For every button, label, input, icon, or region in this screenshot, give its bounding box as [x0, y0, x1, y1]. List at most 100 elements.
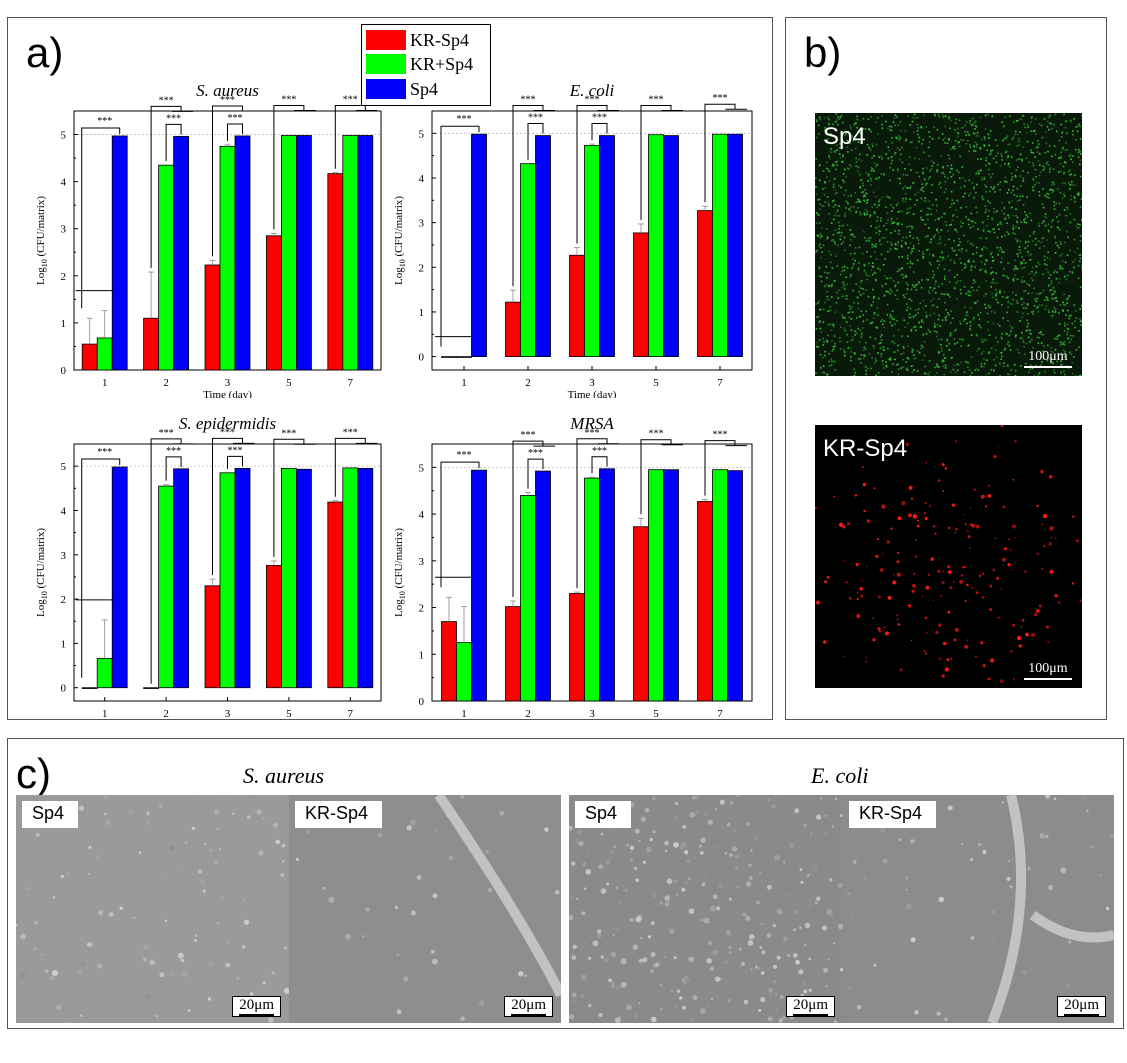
- fluorescence-dot: [1012, 278, 1015, 281]
- fluorescence-dot: [970, 124, 973, 127]
- fluorescence-dot: [1022, 339, 1024, 341]
- fluorescence-dot: [826, 176, 828, 178]
- sem-texture: [16, 795, 289, 1023]
- fluorescence-dot: [1009, 349, 1012, 351]
- fluorescence-dot: [1059, 265, 1061, 267]
- sem-feature: [659, 901, 663, 905]
- fluorescence-dot: [1003, 362, 1005, 364]
- fluorescence-dot: [1059, 341, 1062, 344]
- fluorescence-dot: [905, 197, 907, 200]
- fluorescence-dot: [877, 314, 880, 316]
- fluorescence-dot: [1058, 202, 1061, 205]
- fluorescence-dot: [838, 215, 841, 217]
- fluorescence-dot: [1036, 266, 1038, 268]
- fluorescence-dot: [982, 664, 986, 667]
- bar: [204, 585, 221, 689]
- fluorescence-dot: [913, 572, 916, 575]
- fluorescence-dot: [1073, 266, 1075, 269]
- fluorescence-dot: [842, 155, 844, 158]
- sem-feature: [812, 864, 819, 871]
- fluorescence-dot: [977, 314, 979, 316]
- fluorescence-dot: [929, 314, 931, 317]
- fluorescence-dot: [833, 360, 836, 363]
- fluorescence-dot: [970, 212, 973, 215]
- fluorescence-dot: [1070, 183, 1072, 186]
- fluorescence-dot: [1018, 144, 1020, 146]
- fluorescence-dot: [818, 300, 820, 303]
- sem-feature: [209, 849, 213, 852]
- fluorescence-dot: [885, 283, 887, 285]
- fluorescence-dot: [1052, 286, 1055, 289]
- fluorescence-dot: [1057, 226, 1059, 229]
- fluorescence-dot: [980, 255, 982, 257]
- sem-feature: [767, 884, 772, 890]
- fluorescence-dot: [901, 146, 903, 149]
- fluorescence-dot: [954, 129, 956, 131]
- fluorescence-dot: [946, 338, 949, 341]
- fluorescence-dot: [995, 272, 997, 274]
- fluorescence-dot: [967, 240, 969, 243]
- fluorescence-dot: [898, 256, 900, 258]
- fluorescence-dot: [1034, 168, 1037, 171]
- fluorescence-dot: [1046, 120, 1049, 123]
- fluorescence-dot: [930, 168, 933, 170]
- fluorescence-dot: [916, 370, 919, 372]
- fluorescence-dot: [896, 320, 898, 322]
- significance-bracket: [150, 438, 182, 684]
- fluorescence-dot: [1029, 341, 1031, 343]
- fluorescence-dot: [1044, 213, 1047, 216]
- fluorescence-dot: [953, 180, 956, 183]
- sem-feature: [133, 923, 137, 926]
- fluorescence-dot: [994, 364, 997, 367]
- fluorescence-dot: [1034, 156, 1036, 158]
- fluorescence-dot: [1056, 271, 1058, 274]
- fluorescence-dot: [853, 368, 856, 371]
- sem-feature: [60, 874, 64, 879]
- fluorescence-dot: [885, 361, 887, 363]
- fluorescence-dot: [879, 568, 884, 572]
- fluorescence-dot: [1001, 304, 1003, 306]
- y-tick-label: 4: [61, 177, 67, 189]
- fluorescence-dot: [1030, 151, 1033, 154]
- fluorescence-dot: [995, 282, 998, 284]
- bar: [357, 467, 374, 689]
- sem-feature: [727, 998, 731, 1003]
- fluorescence-dot: [960, 207, 962, 209]
- fluorescence-dot: [834, 342, 836, 345]
- sem-feature: [200, 879, 205, 885]
- fluorescence-dot: [818, 198, 821, 201]
- fluorescence-dot: [899, 137, 902, 139]
- fluorescence-dot: [877, 352, 879, 354]
- fluorescence-dot: [944, 467, 948, 470]
- fluorescence-dot: [1038, 194, 1041, 197]
- fluorescence-dot: [1037, 159, 1040, 162]
- fluorescence-dot: [1012, 524, 1016, 529]
- fluorescence-dot: [851, 135, 854, 137]
- fluorescence-dot: [900, 353, 903, 355]
- fluorescence-dot: [948, 342, 951, 345]
- fluorescence-dot: [969, 294, 972, 297]
- sem-feature: [88, 845, 92, 849]
- fluorescence-dot: [918, 351, 921, 354]
- fluorescence-dot: [1007, 216, 1010, 219]
- fluorescence-dot: [989, 152, 992, 155]
- fluorescence-dot: [1040, 333, 1043, 336]
- fluorescence-dot: [823, 271, 826, 274]
- fluorescence-dot: [823, 193, 826, 196]
- sem-feature: [808, 988, 813, 993]
- fluorescence-dot: [954, 262, 956, 265]
- fluorescence-dot: [981, 268, 983, 270]
- fluorescence-dot: [1023, 123, 1025, 125]
- fluorescence-dot: [886, 212, 889, 214]
- fluorescence-dot: [1062, 165, 1065, 168]
- fluorescence-dot: [979, 311, 982, 314]
- fluorescence-dot: [972, 253, 974, 255]
- sem-feature: [362, 935, 364, 937]
- sem-feature: [753, 836, 758, 841]
- fluorescence-dot: [939, 181, 941, 184]
- fluorescence-dot: [845, 189, 847, 192]
- fluorescence-dot: [1061, 363, 1063, 366]
- fluorescence-dot: [958, 244, 961, 246]
- fluorescence-dot: [951, 167, 954, 170]
- fluorescence-dot: [944, 364, 947, 367]
